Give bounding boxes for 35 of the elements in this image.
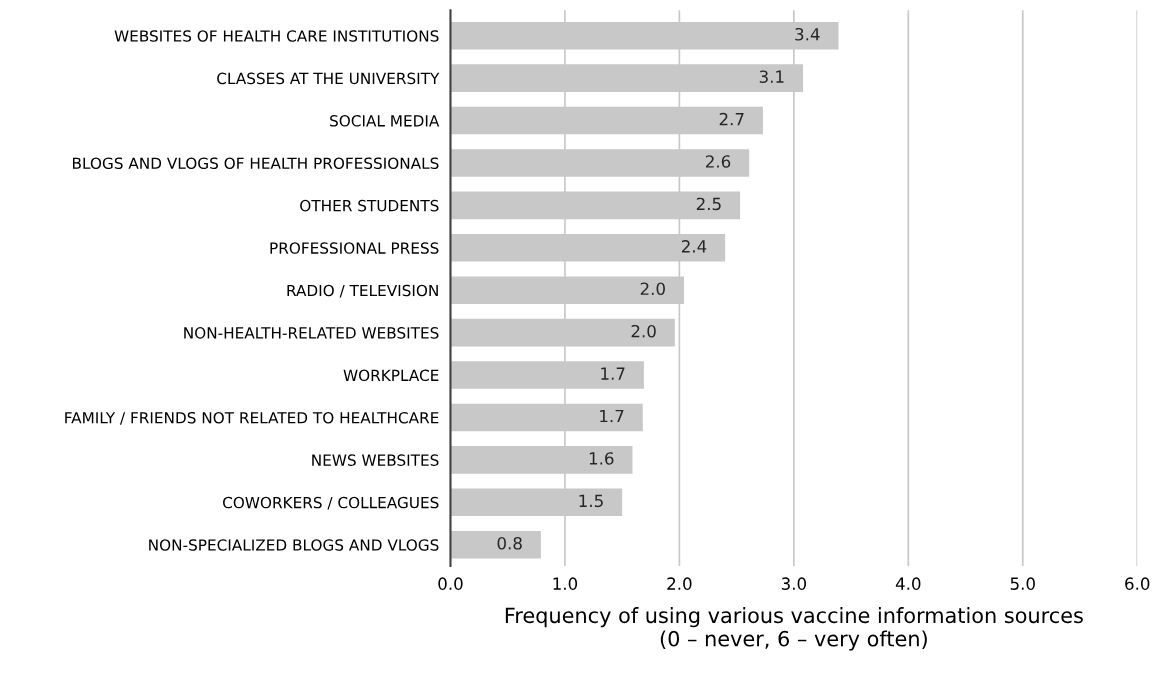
data-label: 2.4 <box>681 240 707 253</box>
data-label: 3.1 <box>759 70 784 83</box>
data-label: 3.4 <box>795 27 820 41</box>
data-label: 2.0 <box>631 324 656 338</box>
y-tick-label: WEBSITES OF HEALTH CARE INSTITUTIONS <box>114 30 439 42</box>
bar <box>450 530 541 559</box>
y-tick-label: NON-SPECIALIZED BLOGS AND VLOGS <box>149 539 439 551</box>
x-tick-label: 2.0 <box>667 577 692 590</box>
x-tick-label: 3.0 <box>781 577 806 590</box>
data-label: 2.7 <box>719 112 744 126</box>
y-tick-label: PROFESSIONAL PRESS <box>270 242 439 254</box>
data-label: 2.5 <box>696 197 721 211</box>
y-tick-label: SOCIAL MEDIA <box>330 115 440 127</box>
y-tick-label: NEWS WEBSITES <box>312 454 439 466</box>
x-tick-label: 5.0 <box>1010 577 1035 590</box>
y-tick-label: BLOGS AND VLOGS OF HEALTH PROFESSIONALS <box>73 157 439 170</box>
y-tick-label: RADIO / TELEVISION <box>287 284 438 298</box>
y-tick-label: COWORKERS / COLLEAGUES <box>223 496 439 510</box>
data-label: 2.6 <box>705 155 731 168</box>
x-axis-title: Frequency of using various vaccine information sources (0 – never, 6 – very often) <box>505 607 1083 651</box>
data-label: 2.0 <box>640 282 665 296</box>
data-label: 1.7 <box>601 367 625 380</box>
data-label: 0.8 <box>497 536 522 550</box>
data-label: 1.6 <box>589 452 614 465</box>
x-tick-label: 4.0 <box>895 577 921 590</box>
y-tick-label: WORKPLACE <box>343 369 439 382</box>
x-tick-label: 1.0 <box>553 577 578 590</box>
x-tick-label: 0.0 <box>438 577 463 590</box>
y-tick-label: NON-HEALTH-RELATED WEBSITES <box>184 327 439 339</box>
y-tick-label: OTHER STUDENTS <box>300 199 439 212</box>
data-label: 1.5 <box>579 494 603 508</box>
data-label: 1.7 <box>600 409 624 423</box>
y-tick-label: CLASSES AT THE UNIVERSITY <box>217 72 440 85</box>
x-tick-label: 6.0 <box>1125 577 1150 590</box>
y-tick-label: FAMILY / FRIENDS NOT RELATED TO HEALTHCARE <box>65 411 439 425</box>
